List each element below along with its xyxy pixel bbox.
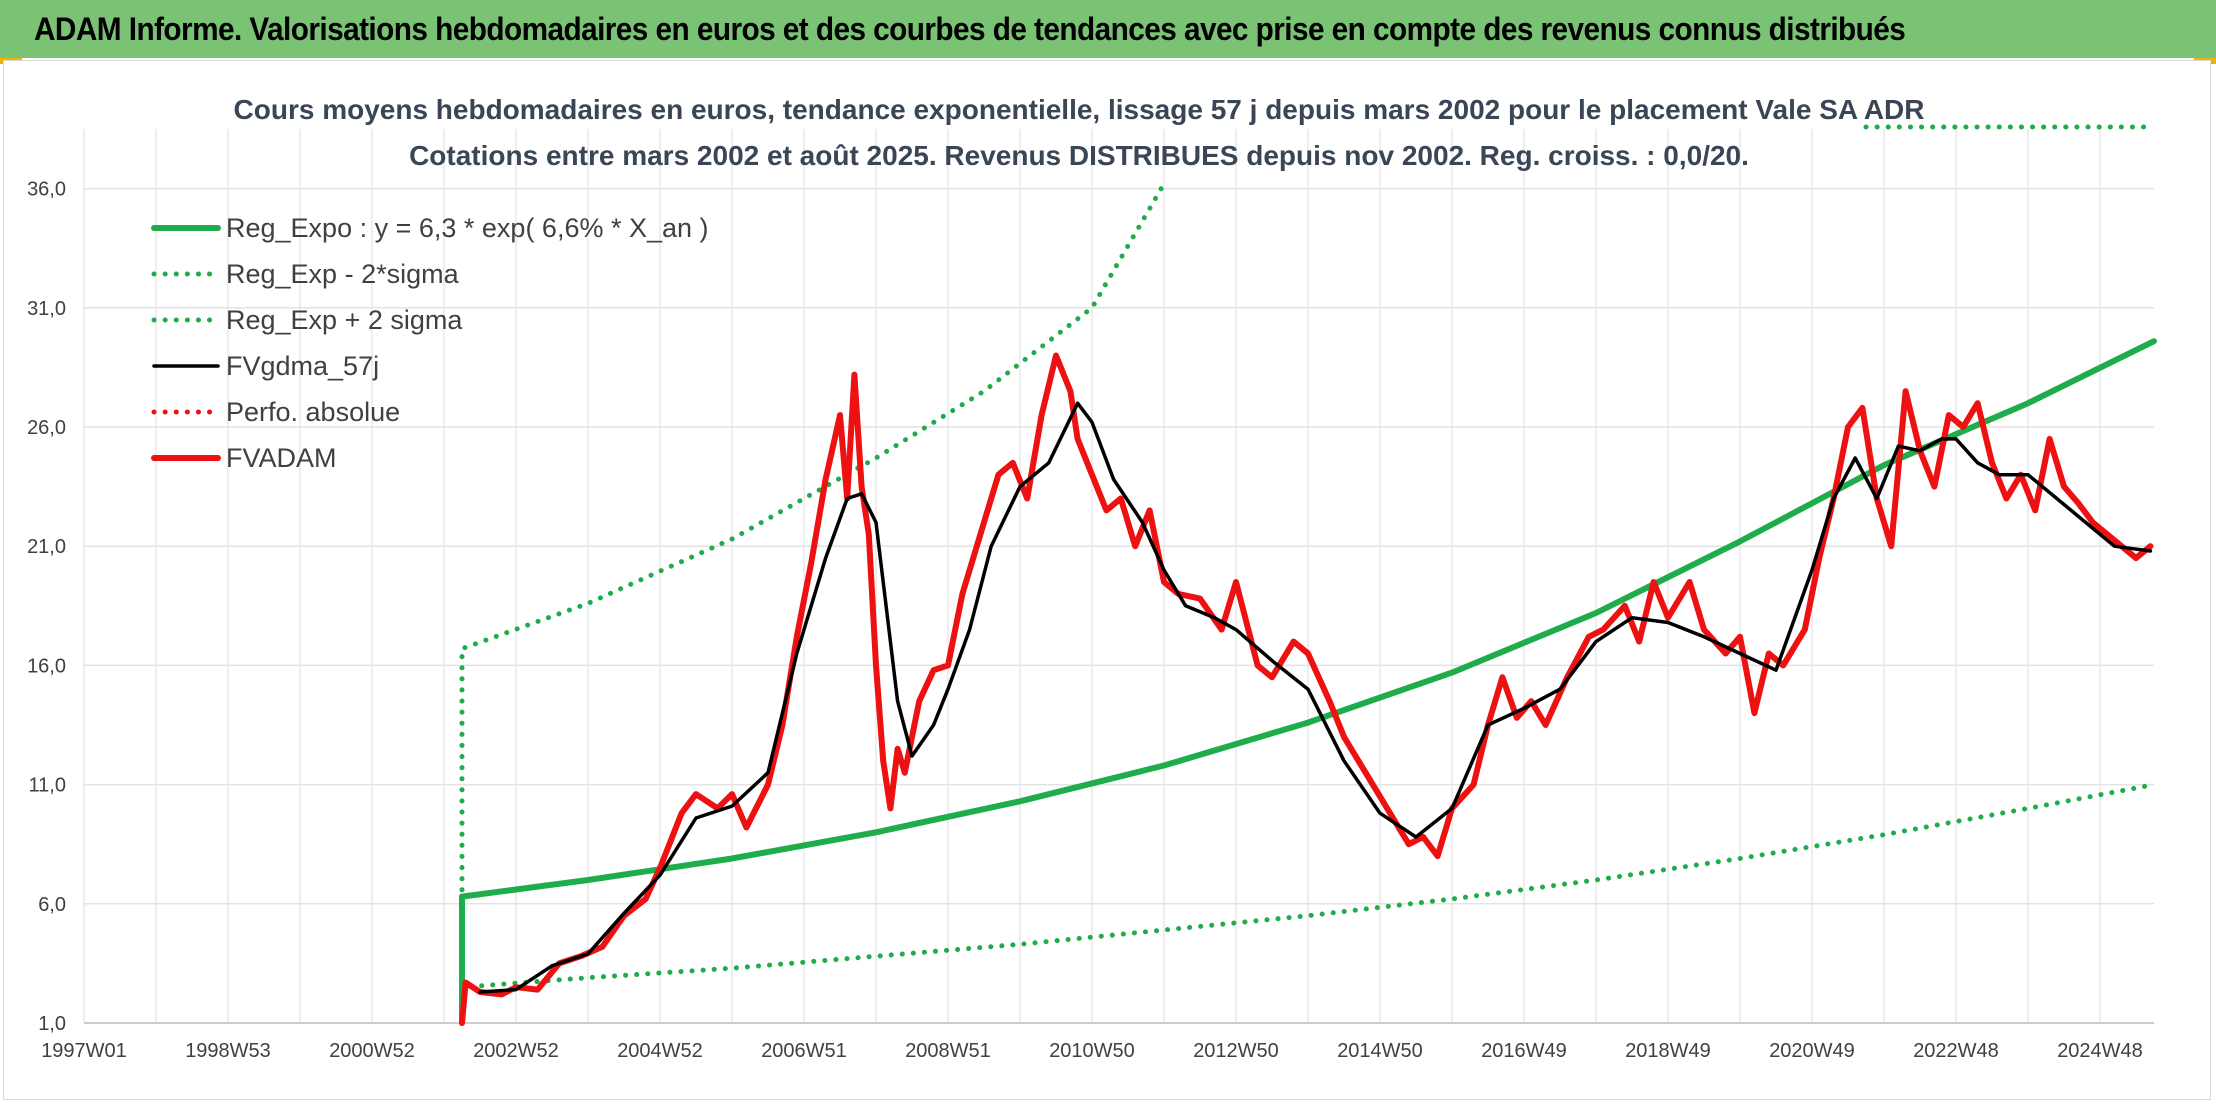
series-line-1 — [459, 782, 2157, 1026]
y-tick-label: 21,0 — [27, 536, 66, 558]
x-tick-label: 1998W53 — [185, 1040, 271, 1062]
chart-canvas: 1,0 6,0 11,0 16,0 21,0 26,0 31,0 36,0 1997W01 199… — [27, 94, 2157, 1062]
y-tick-label: 26,0 — [27, 417, 66, 439]
x-tick-label: 2002W52 — [473, 1040, 559, 1062]
legend-label: FVgdma_57j — [226, 351, 379, 381]
x-tick-label: 2020W49 — [1769, 1040, 1855, 1062]
axes: 1,0 6,0 11,0 16,0 21,0 26,0 31,0 36,0 1997W01 199… — [27, 179, 2154, 1062]
report-header: ADAM Informe. Valorisations hebdomadaire… — [0, 0, 2216, 58]
legend-label: Perfo. absolue — [226, 397, 400, 427]
y-tick-label: 6,0 — [38, 894, 66, 916]
x-tick-label: 2010W50 — [1049, 1040, 1135, 1062]
x-tick-label: 2006W51 — [761, 1040, 847, 1062]
y-tick-label: 36,0 — [27, 179, 66, 201]
y-tick-label: 31,0 — [27, 298, 66, 320]
chart-title: Cours moyens hebdomadaires en euros, ten… — [234, 94, 1925, 125]
report-title: ADAM Informe. Valorisations hebdomadaire… — [34, 10, 1906, 47]
legend: Reg_Expo : y = 6,3 * exp( 6,6% * X_an ) R… — [151, 213, 709, 473]
x-tick-label: 2000W52 — [329, 1040, 415, 1062]
legend-label: Reg_Expo : y = 6,3 * exp( 6,6% * X_an ) — [226, 213, 709, 243]
chart-area: 1,0 6,0 11,0 16,0 21,0 26,0 31,0 36,0 1997W01 199… — [3, 60, 2211, 1100]
y-tick-label: 16,0 — [27, 655, 66, 677]
x-tick-label: 2012W50 — [1193, 1040, 1279, 1062]
y-tick-label: 11,0 — [29, 775, 66, 797]
x-tick-label: 2018W49 — [1625, 1040, 1711, 1062]
series-line-0 — [459, 338, 2157, 1026]
legend-label: Reg_Exp - 2*sigma — [226, 259, 460, 289]
chart-subtitle: Cotations entre mars 2002 et août 2025. … — [409, 140, 1749, 171]
y-tick-label: 1,0 — [38, 1013, 66, 1035]
x-tick-label: 2022W48 — [1913, 1040, 1999, 1062]
x-tick-label: 2014W50 — [1337, 1040, 1423, 1062]
series-layer — [459, 181, 2157, 1026]
series-line-3 — [478, 401, 2153, 994]
legend-label: FVADAM — [226, 443, 337, 473]
legend-label: Reg_Exp + 2 sigma — [226, 305, 463, 335]
x-tick-label: 2016W49 — [1481, 1040, 1567, 1062]
x-tick-label: 2004W52 — [617, 1040, 703, 1062]
x-tick-label: 1997W01 — [41, 1040, 127, 1062]
x-tick-label: 2024W48 — [2057, 1040, 2143, 1062]
x-tick-label: 2008W51 — [905, 1040, 991, 1062]
